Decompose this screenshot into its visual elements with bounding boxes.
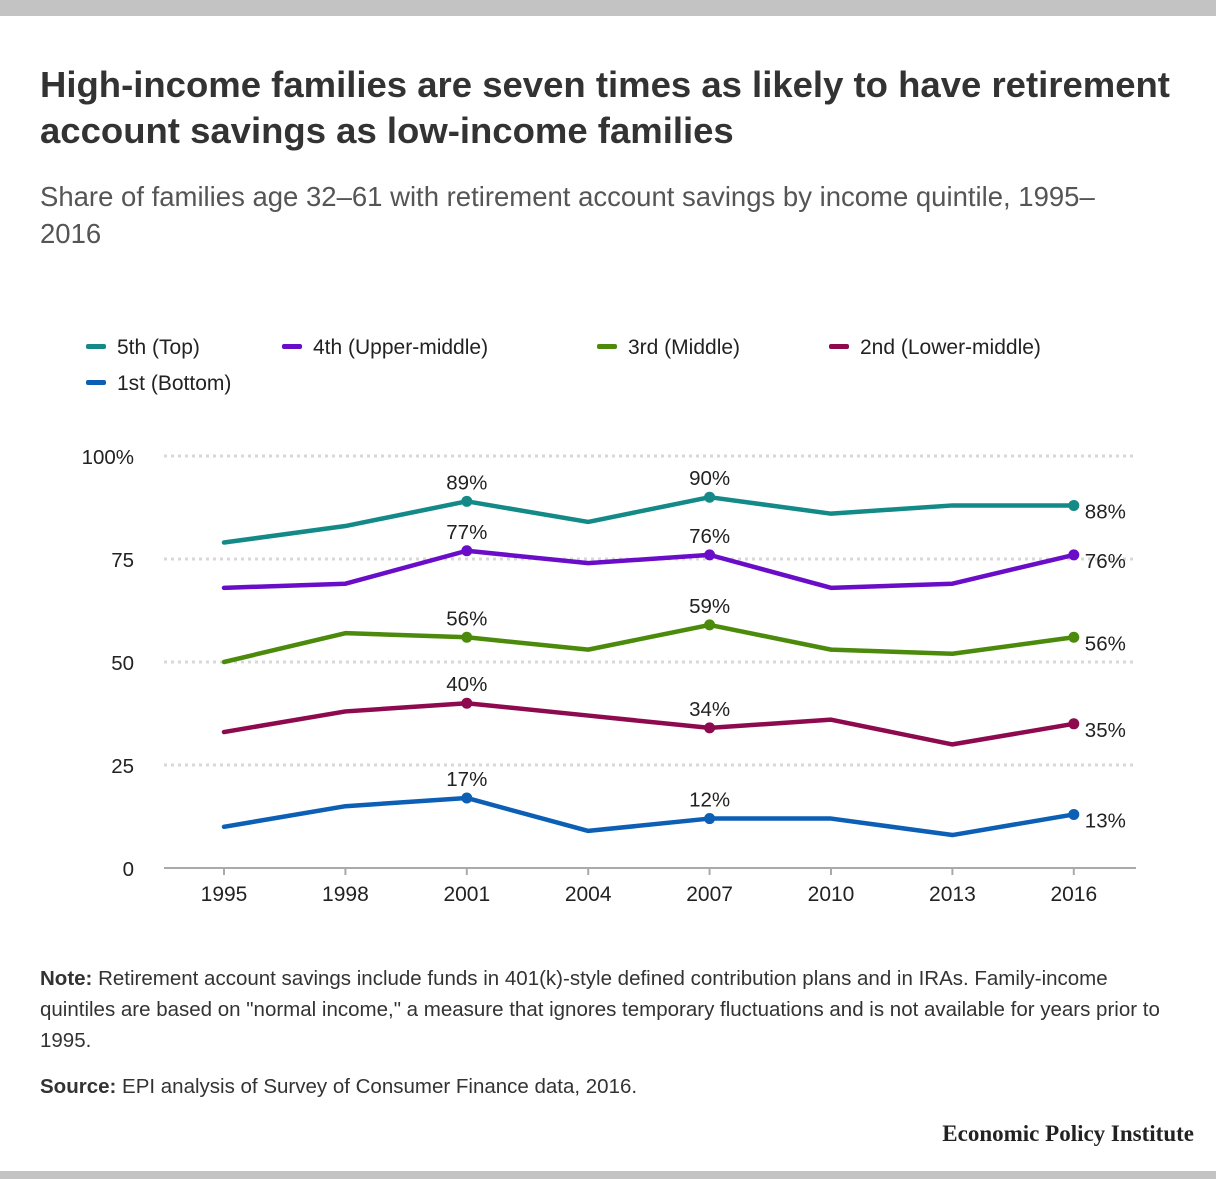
line-chart: 0 25 50 75 100% 1995 1998 2001 2004 2007 2010 2013 2… xyxy=(82,446,1136,906)
data-point-3-2001 xyxy=(461,631,473,643)
note-label: Note: xyxy=(40,967,93,990)
x-tick-label-1998: 1998 xyxy=(322,883,369,906)
data-point-5-2016 xyxy=(1068,808,1080,820)
chart-legend: 5th (Top) 4th (Upper-middle) 3rd (Middle… xyxy=(86,334,1186,406)
legend-swatch-5th xyxy=(86,343,106,349)
legend-label-4th: 4th (Upper-middle) xyxy=(313,336,489,359)
data-point-2-2016 xyxy=(1068,549,1080,561)
source-label: Source: xyxy=(40,1075,117,1098)
legend-swatch-3rd xyxy=(597,343,617,349)
legend-swatch-1st xyxy=(86,379,106,385)
y-tick-label-0: 0 xyxy=(123,858,134,881)
data-point-4-2007 xyxy=(704,722,716,734)
data-point-3-2016 xyxy=(1068,631,1080,643)
legend-swatch-4th xyxy=(282,343,302,349)
legend-item-5th: 5th (Top) xyxy=(86,334,200,362)
legend-label-5th: 5th (Top) xyxy=(117,336,200,359)
data-label-2-2001: 77% xyxy=(446,521,487,544)
legend-swatch-2nd xyxy=(829,343,849,349)
legend-item-4th: 4th (Upper-middle) xyxy=(282,334,488,362)
data-label-4-2016: 35% xyxy=(1085,719,1126,742)
top-border-bar xyxy=(0,0,1216,16)
chart-source: Source: EPI analysis of Survey of Consum… xyxy=(40,1071,1180,1102)
y-tick-label-25: 25 xyxy=(111,755,134,778)
series-line-1 xyxy=(221,494,1077,545)
data-label-1-2001: 89% xyxy=(446,471,487,494)
brand-logo-text: Economic Policy Institute xyxy=(942,1121,1194,1146)
data-point-1-2007 xyxy=(704,491,716,503)
legend-label-1st: 1st (Bottom) xyxy=(117,372,232,395)
data-label-5-2001: 17% xyxy=(446,768,487,791)
y-tick-label-100: 100% xyxy=(82,446,134,469)
bottom-border-bar xyxy=(0,1171,1216,1179)
data-label-5-2016: 13% xyxy=(1085,809,1126,832)
data-label-3-2007: 59% xyxy=(689,595,730,618)
chart-title: High-income families are seven times as … xyxy=(40,64,1170,151)
legend-label-2nd: 2nd (Lower-middle) xyxy=(860,336,1041,359)
x-tick-label-2004: 2004 xyxy=(565,883,612,906)
data-point-1-2001 xyxy=(461,495,473,507)
data-label-1-2007: 90% xyxy=(689,467,730,490)
data-label-4-2007: 34% xyxy=(689,698,730,721)
x-tick-label-2010: 2010 xyxy=(808,883,855,906)
series-line-5 xyxy=(221,795,1077,838)
data-label-3-2016: 56% xyxy=(1085,632,1126,655)
legend-label-3rd: 3rd (Middle) xyxy=(628,336,741,359)
x-tick-label-2007: 2007 xyxy=(686,883,733,906)
data-label-2-2016: 76% xyxy=(1085,550,1126,573)
data-label-3-2001: 56% xyxy=(446,607,487,630)
series-line-3 xyxy=(221,622,1077,665)
x-tick-label-2016: 2016 xyxy=(1050,883,1097,906)
data-point-1-2016 xyxy=(1068,499,1080,511)
series-line-4 xyxy=(221,700,1077,747)
series-line-2 xyxy=(221,548,1077,591)
legend-item-2nd: 2nd (Lower-middle) xyxy=(829,334,1041,362)
y-tick-label-75: 75 xyxy=(111,549,134,572)
data-label-5-2007: 12% xyxy=(689,789,730,812)
data-label-1-2016: 88% xyxy=(1085,500,1126,523)
data-label-4-2001: 40% xyxy=(446,673,487,696)
data-point-4-2016 xyxy=(1068,718,1080,730)
data-point-5-2007 xyxy=(704,813,716,825)
x-tick-label-1995: 1995 xyxy=(201,883,248,906)
data-point-4-2001 xyxy=(461,697,473,709)
data-point-2-2001 xyxy=(461,545,473,557)
x-tick-label-2013: 2013 xyxy=(929,883,976,906)
data-label-2-2007: 76% xyxy=(689,525,730,548)
data-point-2-2007 xyxy=(704,549,716,561)
note-text: Retirement account savings include funds… xyxy=(40,967,1160,1052)
chart-note: Note: Retirement account savings include… xyxy=(40,963,1180,1056)
data-point-3-2007 xyxy=(704,619,716,631)
data-point-5-2001 xyxy=(461,792,473,804)
chart-subtitle: Share of families age 32–61 with retirem… xyxy=(40,181,1095,249)
x-tick-label-2001: 2001 xyxy=(443,883,490,906)
legend-item-3rd: 3rd (Middle) xyxy=(597,334,740,362)
legend-item-1st: 1st (Bottom) xyxy=(86,370,231,398)
source-text: EPI analysis of Survey of Consumer Finan… xyxy=(122,1075,638,1098)
y-tick-label-50: 50 xyxy=(111,652,134,675)
